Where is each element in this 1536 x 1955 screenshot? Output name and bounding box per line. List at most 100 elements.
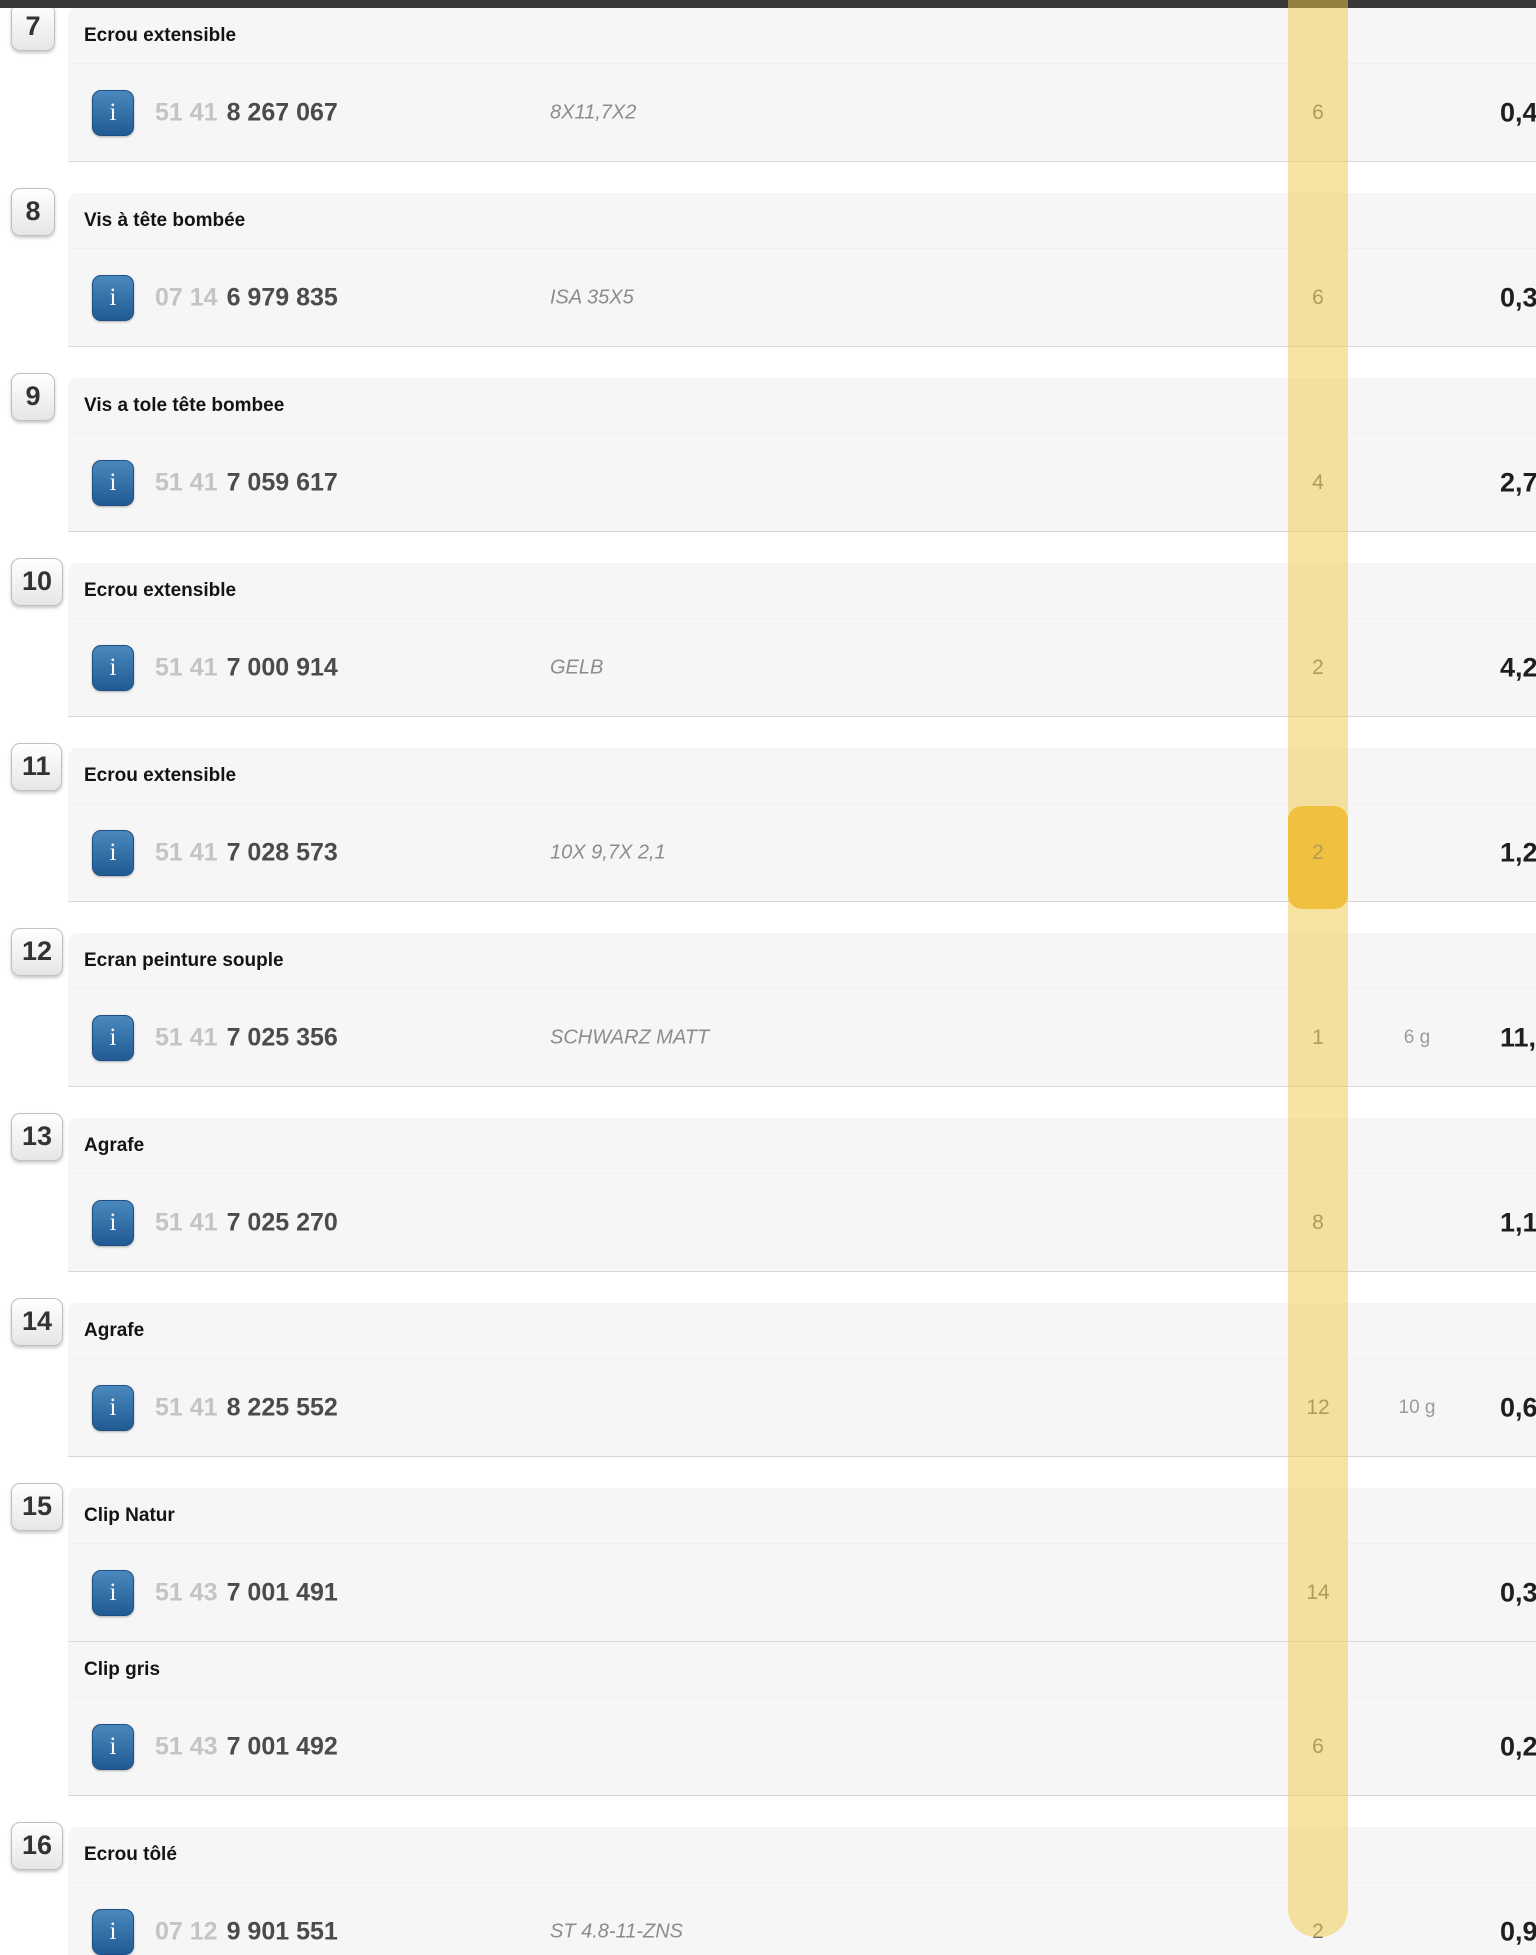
part-number-main: 7 028 573 <box>226 838 338 866</box>
info-icon: i <box>109 98 117 126</box>
part-name: Ecrou tôlé <box>84 1843 177 1865</box>
part-item-row: i 51 43 7 001 492 6 0,2 <box>68 1698 1536 1795</box>
part-number-main: 7 025 356 <box>226 1023 338 1051</box>
info-button[interactable]: i <box>92 1723 134 1770</box>
info-button[interactable]: i <box>92 1014 134 1061</box>
part-name: Ecrou extensible <box>84 764 237 786</box>
row-number-badge[interactable]: 9 <box>11 373 55 421</box>
info-icon: i <box>109 1917 117 1945</box>
price-value: 0,3 <box>1500 1577 1536 1607</box>
part-item-row: i 51 41 8 225 552 12 10 g 0,6 <box>68 1359 1536 1456</box>
info-icon: i <box>109 1393 117 1421</box>
info-button[interactable]: i <box>92 829 134 876</box>
part-number-main: 7 025 270 <box>226 1208 338 1236</box>
info-button[interactable]: i <box>92 1199 134 1246</box>
part-name: Clip Natur <box>84 1504 175 1526</box>
info-icon: i <box>109 838 117 866</box>
part-section: 13 Agrafe i 51 41 7 025 270 8 1,1 <box>0 1113 1536 1272</box>
part-item-header: Ecrou extensible <box>68 8 1536 64</box>
part-section: 9 Vis a tole tête bombee i 51 41 7 059 61… <box>0 373 1536 532</box>
info-icon: i <box>109 1732 117 1760</box>
info-icon: i <box>109 1208 117 1236</box>
info-button[interactable]: i <box>92 644 134 691</box>
part-item: Clip gris i 51 43 7 001 492 6 0,2 <box>68 1641 1536 1795</box>
part-item-row: i 51 41 7 059 617 4 2,7 <box>68 434 1536 531</box>
price-value: 11, <box>1500 1022 1536 1052</box>
part-number-prefix: 51 41 <box>155 468 218 496</box>
info-button[interactable]: i <box>92 1384 134 1431</box>
part-number: 07 14 6 979 835 <box>155 283 338 312</box>
part-number: 51 43 7 001 491 <box>155 1578 338 1607</box>
part-number: 51 41 8 225 552 <box>155 1393 338 1422</box>
part-section: 11 Ecrou extensible i 51 41 7 028 573 10X… <box>0 743 1536 909</box>
part-number-prefix: 07 12 <box>155 1917 218 1945</box>
info-button[interactable]: i <box>92 459 134 506</box>
price-value: 1,1 <box>1500 1207 1536 1237</box>
part-number-prefix: 51 41 <box>155 653 218 681</box>
price-value: 4,2 <box>1500 652 1536 682</box>
part-section-block: Ecrou extensible i 51 41 8 267 067 8X11,7… <box>68 8 1536 162</box>
info-button[interactable]: i <box>92 274 134 321</box>
part-item-header: Vis à tête bombée <box>68 193 1536 249</box>
part-item-header: Ecrou tôlé <box>68 1827 1536 1883</box>
part-section: 12 Ecran peinture souple i 51 41 7 025 35… <box>0 928 1536 1087</box>
row-number-badge[interactable]: 7 <box>11 3 55 51</box>
quantity-value: 14 <box>1306 1580 1330 1604</box>
part-number-prefix: 51 43 <box>155 1578 218 1606</box>
part-number-main: 8 267 067 <box>226 98 338 126</box>
info-icon: i <box>109 283 117 311</box>
part-item-header: Agrafe <box>68 1118 1536 1174</box>
row-number-badge[interactable]: 11 <box>11 743 62 791</box>
part-number: 51 41 8 267 067 <box>155 98 338 127</box>
part-item: Vis à tête bombée i 07 14 6 979 835 ISA 3… <box>68 193 1536 346</box>
row-number-badge[interactable]: 10 <box>11 558 64 606</box>
part-number-main: 8 225 552 <box>226 1393 338 1421</box>
part-item: Vis a tole tête bombee i 51 41 7 059 617 … <box>68 378 1536 531</box>
part-section: 10 Ecrou extensible i 51 41 7 000 914 GEL… <box>0 558 1536 717</box>
part-name: Ecrou extensible <box>84 579 237 601</box>
info-button[interactable]: i <box>92 1908 134 1955</box>
weight-value: 10 g <box>1398 1396 1436 1418</box>
quantity-value: 6 <box>1312 285 1324 309</box>
part-spec: 8X11,7X2 <box>550 101 637 123</box>
quantity-value: 8 <box>1312 1210 1324 1234</box>
part-item-header: Ecran peinture souple <box>68 933 1536 989</box>
part-number-prefix: 51 41 <box>155 1023 218 1051</box>
part-name: Vis à tête bombée <box>84 209 246 231</box>
info-button[interactable]: i <box>92 89 134 136</box>
part-spec: ST 4.8-11-ZNS <box>550 1920 683 1942</box>
row-number-badge[interactable]: 8 <box>11 188 55 236</box>
info-button[interactable]: i <box>92 1569 134 1616</box>
info-icon: i <box>109 653 117 681</box>
quantity-value: 2 <box>1312 840 1324 864</box>
row-number-badge[interactable]: 16 <box>11 1822 64 1870</box>
row-number-badge[interactable]: 13 <box>11 1113 64 1161</box>
part-section-block: Ecrou extensible i 51 41 7 000 914 GELB 2… <box>68 563 1536 717</box>
part-number-main: 7 001 491 <box>226 1578 338 1606</box>
part-number-main: 7 000 914 <box>226 653 338 681</box>
part-item-header: Agrafe <box>68 1303 1536 1359</box>
part-name: Agrafe <box>84 1134 145 1156</box>
row-number-badge[interactable]: 14 <box>11 1298 64 1346</box>
part-spec: ISA 35X5 <box>550 286 634 308</box>
row-number-badge[interactable]: 15 <box>11 1483 64 1531</box>
part-name: Agrafe <box>84 1319 145 1341</box>
part-item: Ecrou tôlé i 07 12 9 901 551 ST 4.8-11-ZN… <box>68 1827 1536 1955</box>
row-number-badge[interactable]: 12 <box>11 928 64 976</box>
info-icon: i <box>109 1023 117 1051</box>
part-number: 51 41 7 025 270 <box>155 1208 338 1237</box>
part-item-row: i 07 14 6 979 835 ISA 35X5 6 0,3 <box>68 249 1536 346</box>
part-number-prefix: 07 14 <box>155 283 218 311</box>
part-item-row: i 51 41 7 025 356 SCHWARZ MATT 1 6 g 11, <box>68 989 1536 1086</box>
part-number-main: 6 979 835 <box>226 283 338 311</box>
part-item-header: Clip gris <box>68 1642 1536 1698</box>
quantity-value: 4 <box>1312 470 1324 494</box>
part-name: Ecrou extensible <box>84 24 237 46</box>
part-section-block: Ecrou tôlé i 07 12 9 901 551 ST 4.8-11-ZN… <box>68 1827 1536 1955</box>
part-name: Ecran peinture souple <box>84 949 284 971</box>
part-number-prefix: 51 43 <box>155 1732 218 1760</box>
part-number: 51 41 7 028 573 <box>155 838 338 867</box>
part-number-prefix: 51 41 <box>155 838 218 866</box>
part-item: Ecrou extensible i 51 41 7 000 914 GELB 2… <box>68 563 1536 716</box>
